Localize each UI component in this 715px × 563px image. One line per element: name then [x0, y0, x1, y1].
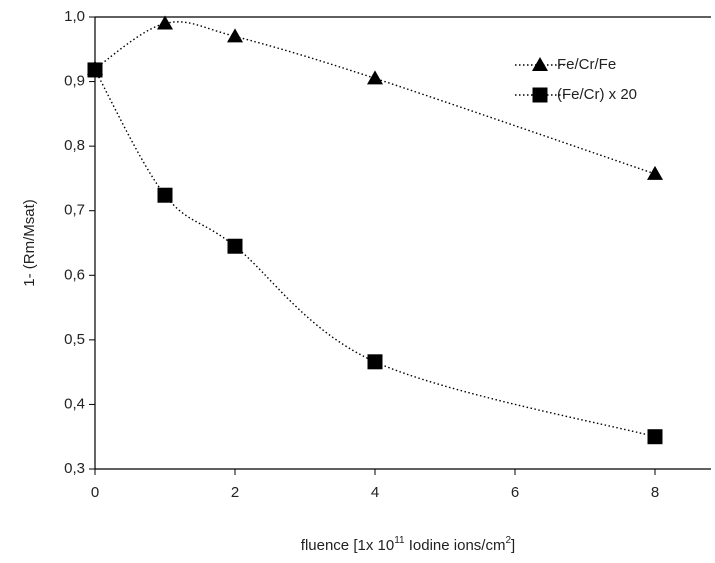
triangle-marker	[227, 28, 243, 43]
series-line	[94, 69, 656, 438]
legend-marker	[532, 87, 548, 103]
legend-marker	[532, 57, 548, 71]
legend-label: Fe/Cr/Fe	[557, 56, 616, 73]
triangle-marker	[647, 165, 663, 180]
y-tick-label: 0,3	[64, 460, 85, 477]
x-axis-label: fluence [1x 1011 Iodine ions/cm2]	[301, 535, 515, 554]
x-tick-label: 4	[371, 484, 379, 501]
triangle-marker	[367, 70, 383, 85]
x-label-part: Iodine ions/cm	[405, 537, 506, 554]
y-axis-label: 1- (Rm/Msat)	[21, 199, 38, 287]
legend-label: (Fe/Cr) x 20	[557, 86, 637, 103]
square-marker	[367, 354, 383, 370]
x-tick-label: 0	[91, 484, 99, 501]
y-tick-label: 0,6	[64, 266, 85, 283]
x-tick-label: 8	[651, 484, 659, 501]
triangle-marker	[157, 15, 173, 30]
y-tick-label: 0,8	[64, 137, 85, 154]
x-label-part: ]	[511, 537, 515, 554]
x-label-part: fluence [1x 10	[301, 537, 394, 554]
x-label-sup: 11	[394, 535, 405, 546]
series-line	[94, 21, 656, 175]
y-tick-label: 0,9	[64, 73, 85, 90]
y-tick-label: 0,5	[64, 331, 85, 348]
square-marker	[647, 429, 663, 445]
square-marker	[227, 238, 243, 254]
x-tick-label: 2	[231, 484, 239, 501]
y-tick-label: 0,4	[64, 395, 85, 412]
square-marker	[87, 62, 103, 78]
x-label-sup: 2	[505, 535, 511, 546]
x-tick-label: 6	[511, 484, 519, 501]
y-tick-label: 0,7	[64, 202, 85, 219]
square-marker	[157, 187, 173, 203]
y-tick-label: 1,0	[64, 8, 85, 25]
